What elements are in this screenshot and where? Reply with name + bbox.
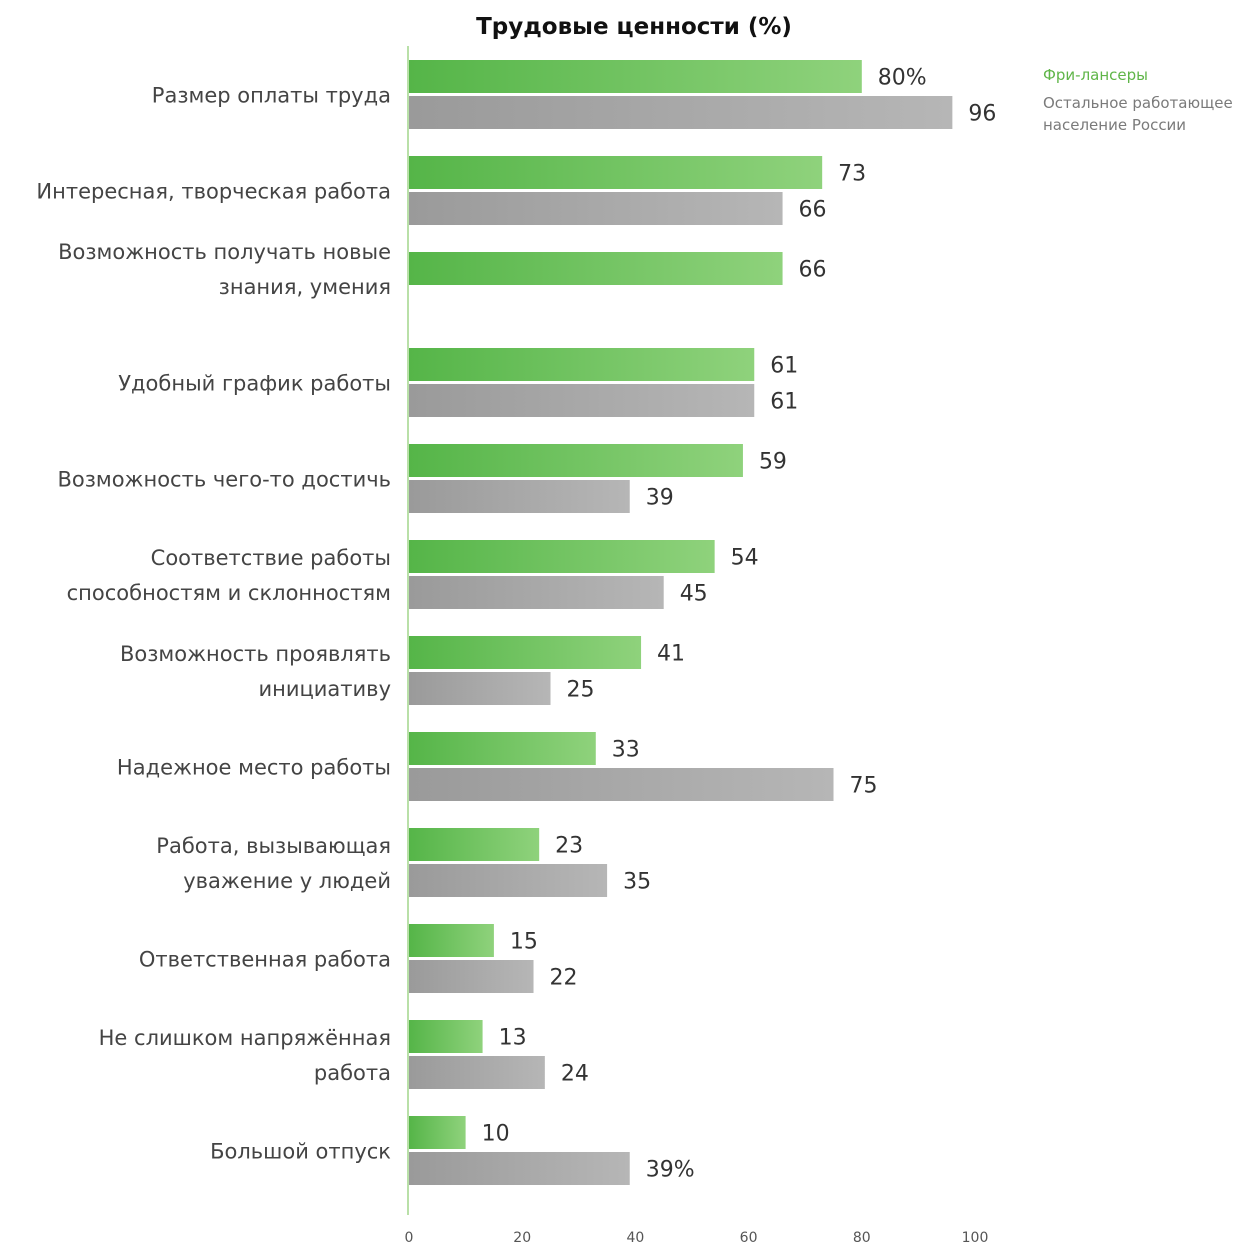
bar-rest bbox=[409, 1152, 630, 1185]
category-label: Большой отпуск bbox=[210, 1140, 391, 1164]
category-label: Размер оплаты труда bbox=[152, 84, 391, 108]
category-label: знания, умения bbox=[219, 275, 391, 299]
x-tick-label: 80 bbox=[853, 1230, 871, 1245]
data-label: 80% bbox=[878, 66, 927, 91]
category-label: Возможность получать новые bbox=[58, 240, 391, 264]
bar-freelancers bbox=[409, 156, 823, 189]
bar-freelancers bbox=[409, 1020, 483, 1053]
bar-rest bbox=[409, 192, 783, 225]
bars-layer bbox=[409, 60, 953, 1185]
chart-title: Трудовые ценности (%) bbox=[476, 14, 792, 40]
data-label: 73 bbox=[838, 162, 866, 187]
data-label: 54 bbox=[731, 546, 759, 571]
data-label: 10 bbox=[482, 1122, 510, 1147]
bar-freelancers bbox=[409, 1116, 466, 1149]
category-label: способностям и склонностям bbox=[67, 581, 391, 605]
bar-rest bbox=[409, 768, 834, 801]
data-label: 25 bbox=[567, 678, 595, 703]
data-label: 45 bbox=[680, 582, 708, 607]
bar-freelancers bbox=[409, 252, 783, 285]
category-label: уважение у людей bbox=[183, 869, 391, 893]
bar-freelancers bbox=[409, 60, 862, 93]
x-tick-label: 20 bbox=[513, 1230, 531, 1245]
bar-rest bbox=[409, 96, 953, 129]
category-label: Ответственная работа bbox=[139, 948, 391, 972]
bar-freelancers bbox=[409, 636, 642, 669]
bar-rest bbox=[409, 1056, 545, 1089]
category-label: Интересная, творческая работа bbox=[36, 180, 391, 204]
x-tick-label: 100 bbox=[962, 1230, 989, 1245]
x-tick-label: 0 bbox=[405, 1230, 414, 1245]
data-label: 13 bbox=[499, 1026, 527, 1051]
category-label: инициативу bbox=[258, 677, 391, 701]
bar-rest bbox=[409, 864, 608, 897]
category-label: Соответствие работы bbox=[151, 546, 391, 570]
x-axis-ticks: 0 20 40 60 80 100 bbox=[405, 1230, 989, 1245]
legend-item-freelancers: Фри-лансеры bbox=[1043, 66, 1149, 84]
data-label: 39 bbox=[646, 486, 674, 511]
data-label: 59 bbox=[759, 450, 787, 475]
bar-rest bbox=[409, 480, 630, 513]
category-label: Удобный график работы bbox=[118, 372, 391, 396]
x-tick-label: 40 bbox=[626, 1230, 644, 1245]
x-tick-label: 60 bbox=[740, 1230, 758, 1245]
legend-item-rest: Остальное работающее население России bbox=[1043, 94, 1233, 134]
bar-freelancers bbox=[409, 828, 540, 861]
bar-rest bbox=[409, 672, 551, 705]
data-label: 66 bbox=[799, 258, 827, 283]
bar-freelancers bbox=[409, 444, 743, 477]
bar-rest bbox=[409, 960, 534, 993]
labels-layer: 80% 96 Размер оплаты труда 73 66 Интересная, … bbox=[36, 66, 996, 1183]
data-label: 22 bbox=[550, 966, 578, 991]
category-label: Работа, вызывающая bbox=[156, 834, 391, 858]
data-label: 35 bbox=[623, 870, 651, 895]
bar-rest bbox=[409, 384, 755, 417]
data-label: 39% bbox=[646, 1158, 695, 1183]
data-label: 24 bbox=[561, 1062, 589, 1087]
bar-freelancers bbox=[409, 732, 596, 765]
bar-rest bbox=[409, 576, 664, 609]
data-label: 75 bbox=[850, 774, 878, 799]
data-label: 41 bbox=[657, 642, 685, 667]
data-label: 15 bbox=[510, 930, 538, 955]
bar-freelancers bbox=[409, 540, 715, 573]
data-label: 33 bbox=[612, 738, 640, 763]
category-label: Не слишком напряжённая bbox=[99, 1026, 391, 1050]
category-label: Возможность чего-то достичь bbox=[57, 468, 391, 492]
data-label: 23 bbox=[555, 834, 583, 859]
data-label: 66 bbox=[799, 198, 827, 223]
data-label: 96 bbox=[968, 102, 996, 127]
bar-freelancers bbox=[409, 348, 755, 381]
category-label: Возможность проявлять bbox=[120, 642, 391, 666]
legend: Фри-лансеры Остальное работающее населен… bbox=[1043, 64, 1253, 142]
bar-freelancers bbox=[409, 924, 494, 957]
data-label: 61 bbox=[770, 390, 798, 415]
category-label: работа bbox=[314, 1061, 391, 1085]
category-label: Надежное место работы bbox=[117, 756, 391, 780]
data-label: 61 bbox=[770, 354, 798, 379]
